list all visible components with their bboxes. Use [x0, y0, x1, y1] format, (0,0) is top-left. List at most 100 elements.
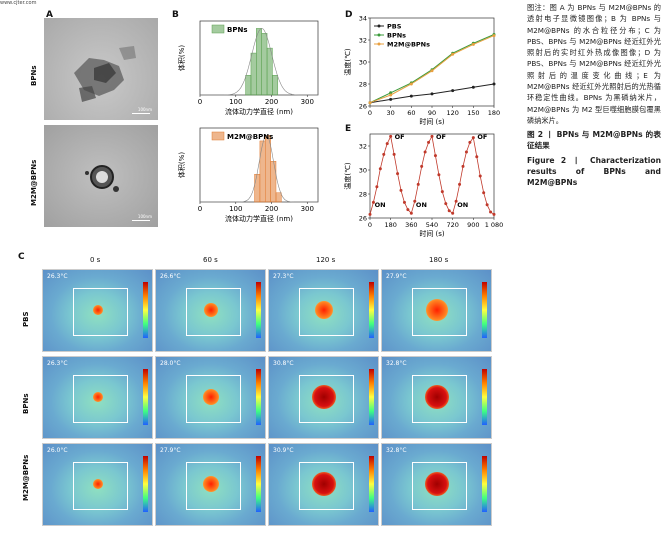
data-point: [368, 212, 372, 216]
fit-curve: [200, 28, 318, 96]
y-axis-label: 体积(%): [177, 152, 186, 178]
data-point: [471, 42, 475, 46]
data-point: [413, 199, 417, 203]
on-label: ON: [375, 201, 386, 209]
data-point: [430, 69, 434, 73]
color-scale-bar: [143, 456, 148, 512]
y-tick-label: 28: [359, 191, 367, 199]
x-tick-label: 0: [368, 109, 372, 117]
roi-box: [299, 375, 354, 423]
x-axis-label: 时间 (s): [419, 117, 445, 126]
y-tick-label: 34: [359, 15, 367, 23]
data-point: [423, 150, 427, 154]
heat-spot: [425, 472, 449, 496]
x-axis-label: 流体动力学直径 (nm): [225, 214, 293, 223]
hist-bar: [250, 52, 257, 96]
x-tick-label: 100: [229, 98, 242, 106]
data-point: [475, 155, 479, 159]
thermal-row-label: BPNs: [22, 393, 30, 415]
on-label: ON: [457, 201, 468, 209]
y-tick-label: 26: [359, 215, 367, 223]
thermal-image: 27.9°C: [381, 269, 492, 352]
tem-label-m2m: M2M@BPNs: [30, 159, 38, 206]
max-temp-readout: 32.8°C: [386, 360, 407, 367]
data-point: [451, 52, 455, 56]
x-tick-label: 900: [467, 221, 479, 229]
legend-swatch: [211, 24, 225, 34]
thermal-image: 26.6°C: [155, 269, 266, 352]
scale-bar-label: 100nm: [137, 107, 152, 112]
data-point: [482, 191, 486, 195]
data-point: [433, 154, 437, 158]
x-tick-label: 0: [368, 221, 372, 229]
legend-marker: [377, 33, 381, 37]
data-point: [389, 97, 393, 101]
hist-bar: [254, 174, 261, 203]
chart-d-temp: 0 30 60 90 120 150 180 26 28 30 32 34 时间 (s) 温度(℃) PBS…: [343, 15, 500, 127]
data-point: [382, 152, 386, 156]
legend-label: BPNs: [227, 26, 248, 34]
roi-box: [299, 462, 354, 510]
data-point: [489, 210, 493, 214]
x-tick-label: 200: [265, 98, 278, 106]
max-temp-readout: 26.3°C: [47, 273, 68, 280]
off-label: OF: [395, 133, 405, 141]
heat-spot: [203, 476, 219, 492]
heat-spot: [312, 385, 336, 409]
data-point: [451, 211, 455, 215]
y-tick-label: 28: [359, 81, 367, 89]
fit-curve: [200, 135, 318, 203]
thermal-image: 27.3°C: [268, 269, 379, 352]
off-label: OF: [477, 133, 487, 141]
data-point: [485, 203, 489, 207]
x-tick-label: 540: [426, 221, 438, 229]
x-tick-label: 150: [467, 109, 479, 117]
x-tick-label: 720: [446, 221, 458, 229]
off-label: OF: [436, 133, 446, 141]
data-point: [471, 136, 475, 140]
max-temp-readout: 27.9°C: [160, 447, 181, 454]
x-tick-label: 300: [301, 205, 314, 213]
legend-label: BPNs: [387, 32, 406, 40]
caption-title-en: Figure 2 丨 Characterization results of B…: [527, 156, 661, 188]
data-point: [409, 94, 413, 98]
heat-spot: [203, 389, 219, 405]
thermal-image: 32.8°C: [381, 443, 492, 526]
roi-box: [186, 288, 241, 336]
x-tick-label: 0: [198, 98, 202, 106]
thermal-image: 30.8°C: [268, 356, 379, 439]
data-point: [371, 200, 375, 204]
y-tick-label: 30: [359, 59, 367, 67]
color-scale-bar: [482, 282, 487, 338]
data-point: [492, 82, 496, 86]
legend-label: M2M@BPNs: [227, 133, 273, 141]
data-point: [471, 85, 475, 89]
data-point: [492, 212, 496, 216]
legend-label: PBS: [387, 23, 402, 31]
legend-marker: [377, 42, 381, 46]
caption-title-cn: 图 2 丨 BPNs 与 M2M@BPNs 的表征结果: [527, 130, 661, 151]
x-tick-label: 90: [428, 109, 436, 117]
chart-b-bpns: 0 100 200 300 流体动力学直径 (nm) 体积(%) BPNs: [177, 20, 319, 116]
max-temp-readout: 26.6°C: [160, 273, 181, 280]
y-axis-label: 体积(%): [177, 45, 186, 71]
hist-bar: [266, 47, 273, 96]
max-temp-readout: 30.8°C: [273, 360, 294, 367]
x-tick-label: 1 080: [485, 221, 504, 229]
data-point: [440, 190, 444, 194]
heat-spot: [425, 385, 449, 409]
thermal-row-label: PBS: [22, 311, 30, 327]
data-point: [385, 142, 389, 146]
hist-bar: [256, 28, 262, 96]
panel-e-letter: E: [345, 124, 352, 134]
scale-bar: [132, 113, 150, 114]
color-scale-bar: [482, 456, 487, 512]
time-label: 120 s: [316, 256, 336, 264]
data-point: [389, 134, 393, 138]
header-url: www.cjter.com: [0, 0, 37, 6]
m2m-particle: [85, 165, 119, 192]
color-scale-bar: [369, 369, 374, 425]
color-scale-bar: [143, 369, 148, 425]
hist-bar: [259, 140, 266, 203]
data-point: [375, 185, 379, 189]
